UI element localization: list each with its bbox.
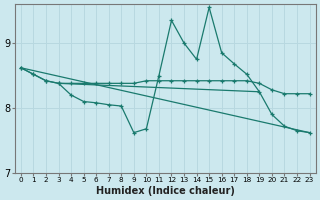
- X-axis label: Humidex (Indice chaleur): Humidex (Indice chaleur): [96, 186, 235, 196]
